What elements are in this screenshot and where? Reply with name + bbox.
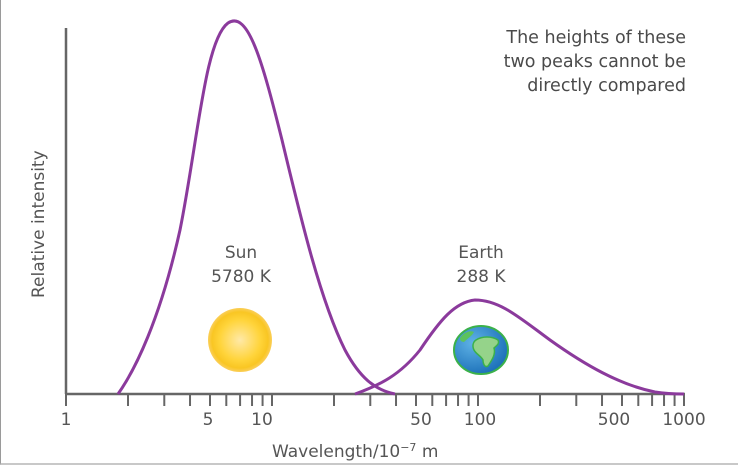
earth-temperature: 288 K (456, 267, 506, 287)
y-axis-label: Relative intensity (29, 150, 49, 298)
x-tick-label: 5 (202, 410, 214, 430)
x-axis-label-main: Wavelength/10 (272, 442, 401, 462)
note-line-3: directly compared (527, 76, 686, 96)
x-axis-label-unit: m (416, 442, 439, 462)
note-line-1: The heights of these (506, 28, 686, 48)
note-line-2: two peaks cannot be (503, 52, 686, 72)
sun-label: Sun 5780 K (211, 241, 271, 289)
x-tick-label: 500 (597, 410, 631, 430)
earth-label: Earth 288 K (457, 241, 506, 289)
sun-name: Sun (224, 243, 258, 263)
x-axis-label: Wavelength/10−7 m (272, 441, 438, 462)
sun-curve (116, 19, 396, 396)
x-tick-label: 50 (410, 410, 432, 430)
x-tick-label: 1 (60, 410, 72, 430)
earth-name: Earth (458, 243, 504, 263)
sun-icon (208, 308, 272, 372)
sun-temperature: 5780 K (211, 267, 271, 287)
x-axis-ticks (65, 394, 685, 406)
x-tick-label: 1000 (662, 410, 706, 430)
x-tick-label: 100 (463, 410, 497, 430)
peak-comparison-note: The heights of these two peaks cannot be… (504, 26, 686, 98)
earth-curve (354, 298, 685, 396)
x-tick-label: 10 (251, 410, 273, 430)
earth-icon (453, 325, 509, 375)
x-axis-label-exponent: −7 (400, 441, 417, 454)
